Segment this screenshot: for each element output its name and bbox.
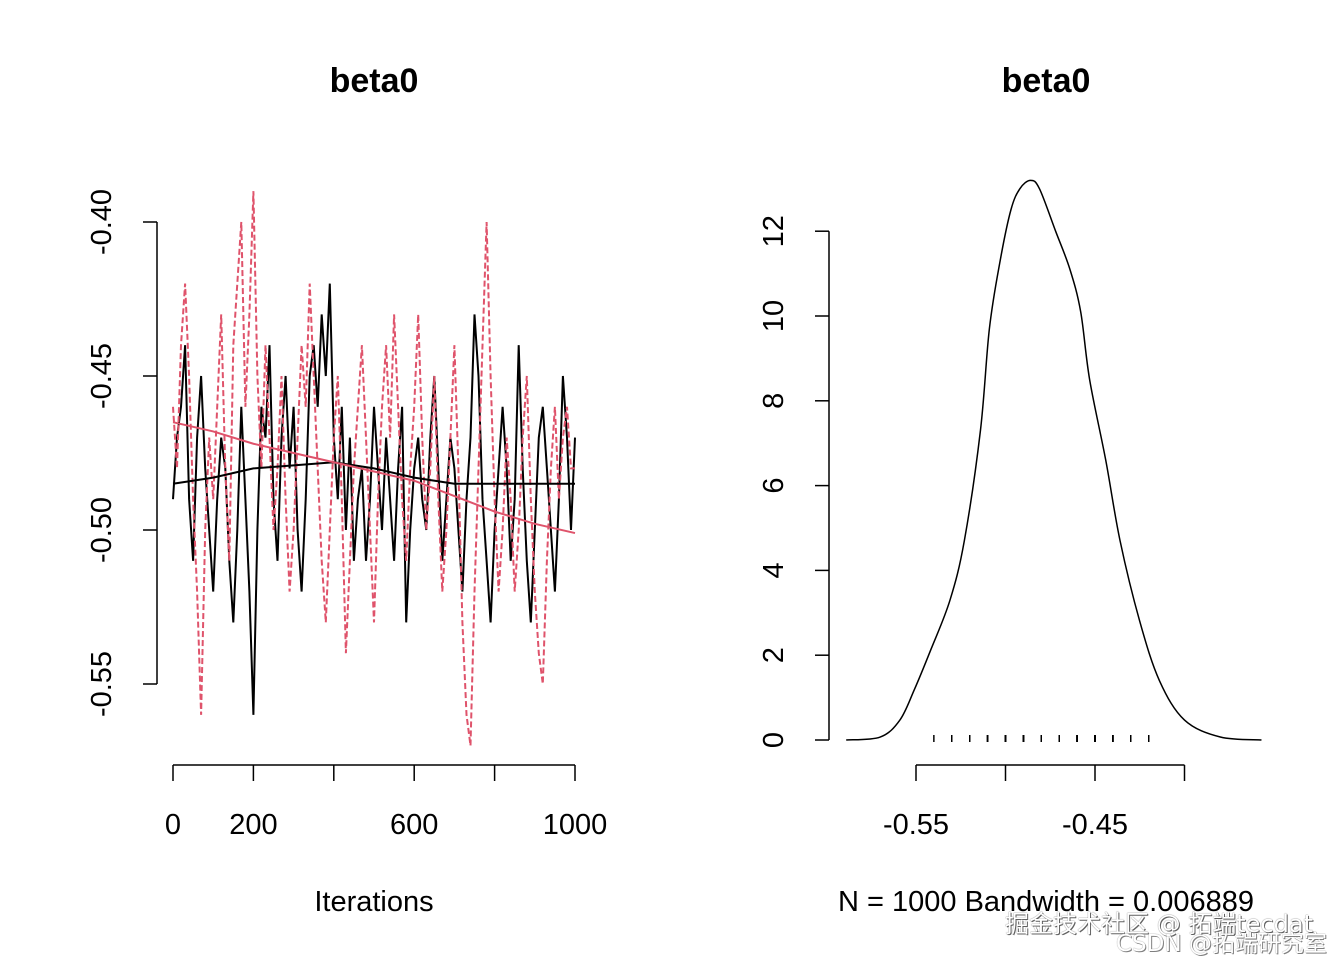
- y-tick-label: -0.45: [86, 343, 118, 409]
- smooth-line-2: [172, 421, 576, 535]
- x-tick-label: -0.45: [1062, 809, 1128, 841]
- x-tick-label: 600: [390, 809, 438, 841]
- x-tick-label: -0.55: [883, 809, 949, 841]
- y-tick-label: 0: [758, 732, 790, 748]
- y-tick-label: 8: [758, 393, 790, 409]
- y-tick-label: -0.55: [86, 651, 118, 717]
- x-tick-label: 200: [229, 809, 277, 841]
- y-tick-label: 2: [758, 647, 790, 663]
- x-tick-label: 0: [165, 809, 181, 841]
- y-tick-label: -0.40: [86, 189, 118, 255]
- trace-plot: beta0 Iterations -0.40 -0.45 -0.50 -0.55 0 20…: [86, 62, 607, 918]
- y-tick-label: 12: [758, 215, 790, 247]
- trace-title: beta0: [330, 62, 419, 100]
- y-tick-label: 10: [758, 300, 790, 332]
- watermark-juejin: 掘金技术社区 @ 拓端tecdat: [1005, 910, 1313, 938]
- density-curve: [846, 179, 1262, 741]
- density-xlabel: N = 1000 Bandwidth = 0.006889: [838, 886, 1254, 918]
- y-tick-label: -0.50: [86, 497, 118, 563]
- x-tick-label: 1000: [543, 809, 608, 841]
- trace-xlabel: Iterations: [314, 886, 433, 918]
- y-tick-label: 6: [758, 478, 790, 494]
- watermark-csdn: CSDN @拓端研究室: [1116, 931, 1327, 957]
- trace-series-1: [172, 283, 576, 715]
- smooth-line-1: [172, 461, 575, 485]
- y-tick-label: 4: [758, 562, 790, 578]
- trace-series-2: [172, 191, 575, 746]
- density-plot: beta0 N = 1000 Bandwidth = 0.006889 0 2 4 6…: [758, 62, 1262, 918]
- density-title: beta0: [1002, 62, 1091, 100]
